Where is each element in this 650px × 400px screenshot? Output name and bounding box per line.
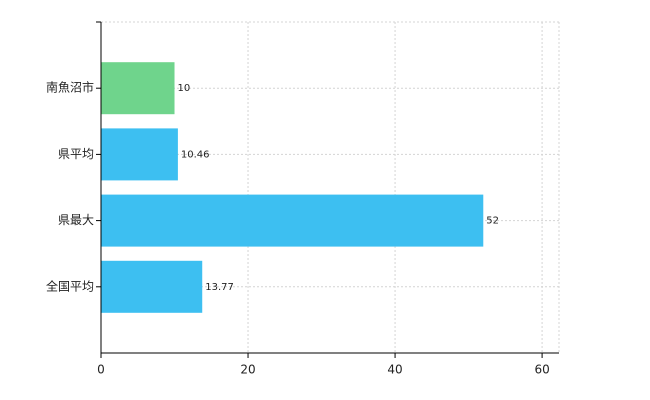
x-tick-label: 60	[534, 363, 549, 377]
x-tick-label: 40	[387, 363, 402, 377]
bar	[101, 62, 175, 115]
y-tick-label: 南魚沼市	[46, 80, 94, 95]
bar	[101, 128, 178, 181]
x-tick-label: 20	[240, 363, 255, 377]
y-tick-label: 県最大	[58, 213, 94, 227]
value-label: 13.77	[205, 282, 234, 293]
y-tick-label: 全国平均	[46, 278, 94, 293]
bar	[101, 194, 484, 247]
x-tick-label: 0	[97, 363, 105, 377]
value-label: 10.46	[181, 149, 210, 160]
y-tick-label: 県平均	[58, 147, 94, 161]
bar	[101, 260, 203, 313]
value-label: 10	[178, 83, 191, 94]
value-label: 52	[486, 216, 499, 227]
